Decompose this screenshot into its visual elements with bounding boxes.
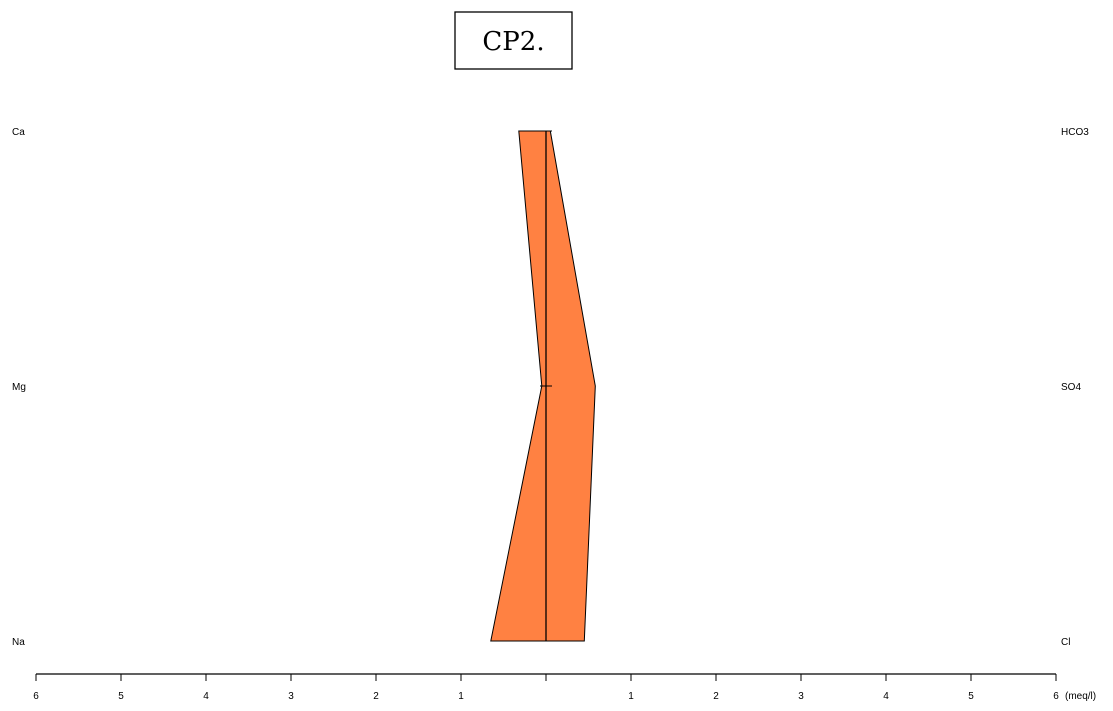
tick-label: 4 [883,691,889,702]
title-frame [454,11,573,70]
tick-label: 1 [628,691,634,702]
tick-label: 3 [288,691,294,702]
anion-label: HCO3 [1061,127,1089,138]
tick-label: 5 [968,691,974,702]
unit-label: (meq/l) [1065,691,1096,702]
cation-label: Ca [12,127,25,138]
tick-label: 4 [203,691,209,702]
tick-label: 6 [1053,691,1059,702]
cation-label: Na [12,637,25,648]
tick-label: 2 [713,691,719,702]
cation-label: Mg [12,382,26,393]
tick-label: 3 [798,691,804,702]
cation-labels: Ca Mg Na [12,127,26,648]
tick-label: 6 [33,691,39,702]
x-axis: 6 5 4 3 2 1 1 2 3 4 5 6 (meq/l) [33,673,1096,702]
chart-title: CP2. [482,27,544,57]
anion-label: SO4 [1061,382,1081,393]
title-box: CP2. [454,11,573,70]
tick-label: 2 [373,691,379,702]
anion-labels: HCO3 SO4 Cl [1061,127,1089,648]
axis-ticks: 6 5 4 3 2 1 1 2 3 4 5 6 [33,674,1059,702]
tick-label: 5 [118,691,124,702]
tick-label: 1 [458,691,464,702]
anion-label: Cl [1061,637,1070,648]
